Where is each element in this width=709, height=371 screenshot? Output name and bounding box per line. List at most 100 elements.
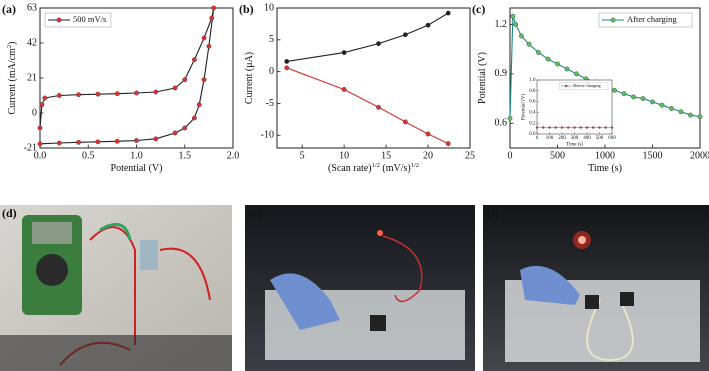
data-point [201,77,207,83]
panel-label: (a) [2,2,16,16]
data-point [172,85,178,91]
y-tick-label: 0.9 [495,68,508,79]
data-point [621,91,627,97]
axis-label: Potential (V) [111,163,163,174]
y-tick-label: 63 [27,2,37,13]
superscript: 1/2 [411,162,419,169]
data-point [425,131,431,137]
panel-label: (d) [2,206,17,220]
panel-label: (e) [249,206,262,220]
legend-box [44,12,112,28]
series-line [286,12,449,63]
series-line [39,7,215,145]
data-point [545,56,551,62]
data-point [284,65,290,71]
data-point [182,77,188,83]
data-point [191,115,197,121]
y-tick-label: 1.0 [529,78,536,83]
data-point [536,50,541,55]
data-point [402,119,408,125]
data-point [513,22,519,27]
data-point [191,57,197,63]
photo-f [483,205,709,371]
y-tick-label: -21 [24,142,37,153]
x-tick-label: 5 [300,150,305,161]
label-part: (mV/s) [380,163,411,174]
y-tick-label: -10 [261,130,274,141]
data-point [172,130,178,136]
data-point [134,138,139,143]
data-point [564,66,570,72]
data-point [95,91,101,97]
series-line [286,67,449,145]
data-point [631,94,636,100]
panel-label: (c) [472,2,485,16]
y-tick-label: 5 [269,34,274,45]
data-point [519,33,524,39]
legend-label: After charging [627,14,677,24]
data-point [554,126,557,129]
superscript: 2 [6,45,13,48]
data-point [196,102,202,108]
x-tick-label: 0.5 [82,150,95,161]
x-tick-label: 2.0 [227,150,240,161]
data-point [445,10,451,16]
data-point [425,22,431,28]
axis-label: Current (mA/cm2) [6,42,18,115]
photo-e [245,205,475,371]
data-point [688,112,693,118]
data-point [659,102,665,108]
x-tick-label: 400 [583,136,591,141]
data-point [376,104,381,110]
x-tick-label: 1000 [595,150,615,161]
panel-label: (f) [487,206,499,220]
x-tick-label: 1500 [643,150,663,161]
plot-area [276,7,471,149]
y-tick-label: 42 [27,37,37,48]
x-tick-label: 300 [571,136,579,141]
data-point [640,96,646,101]
x-tick-label: 0.0 [34,150,47,161]
x-tick-label: 1.5 [179,150,192,161]
label-part: Potential (V) [477,52,488,104]
data-point [402,32,408,38]
data-point [598,126,601,129]
data-point [526,41,532,47]
data-point [182,125,188,131]
data-point [114,138,120,144]
y-tick-label: 0.6 [529,100,536,105]
x-tick-label: 1.0 [130,150,143,161]
y-tick-label: 0.8 [529,89,536,94]
data-point [542,126,545,129]
data-point [579,126,582,129]
data-point [548,126,551,129]
y-tick-label: 1.2 [495,19,508,30]
data-point [592,126,595,129]
legend-marker [56,17,62,23]
legend-box [559,82,609,90]
data-point [376,41,381,47]
axis-label: (Scan rate)1/2 (mV/s)1/2 [328,162,419,174]
label-part: ) [7,42,18,45]
axis-label: Potential (V) [477,52,488,104]
axis-label: Current (μA) [244,52,255,104]
data-point [612,87,617,93]
label-part: Current (μA) [244,52,255,104]
x-tick-label: 600 [608,136,616,141]
axis-label: Time (s) [588,163,622,174]
data-point [535,126,539,129]
data-point [650,99,655,105]
x-tick-label: 500 [550,150,565,161]
panel-label: (b) [239,2,254,16]
axis-label: Time (s) [566,143,583,148]
data-point [610,126,614,129]
y-tick-label: 0.2 [529,121,536,126]
data-point [507,115,513,121]
superscript: 1/2 [372,162,380,169]
label-part: (Scan rate) [328,163,372,174]
plot-area [39,7,234,149]
label-part: Potential (V) [522,94,527,120]
label-part: Current (mA/cm [7,48,18,115]
data-point [604,126,607,129]
legend-box [598,12,693,28]
